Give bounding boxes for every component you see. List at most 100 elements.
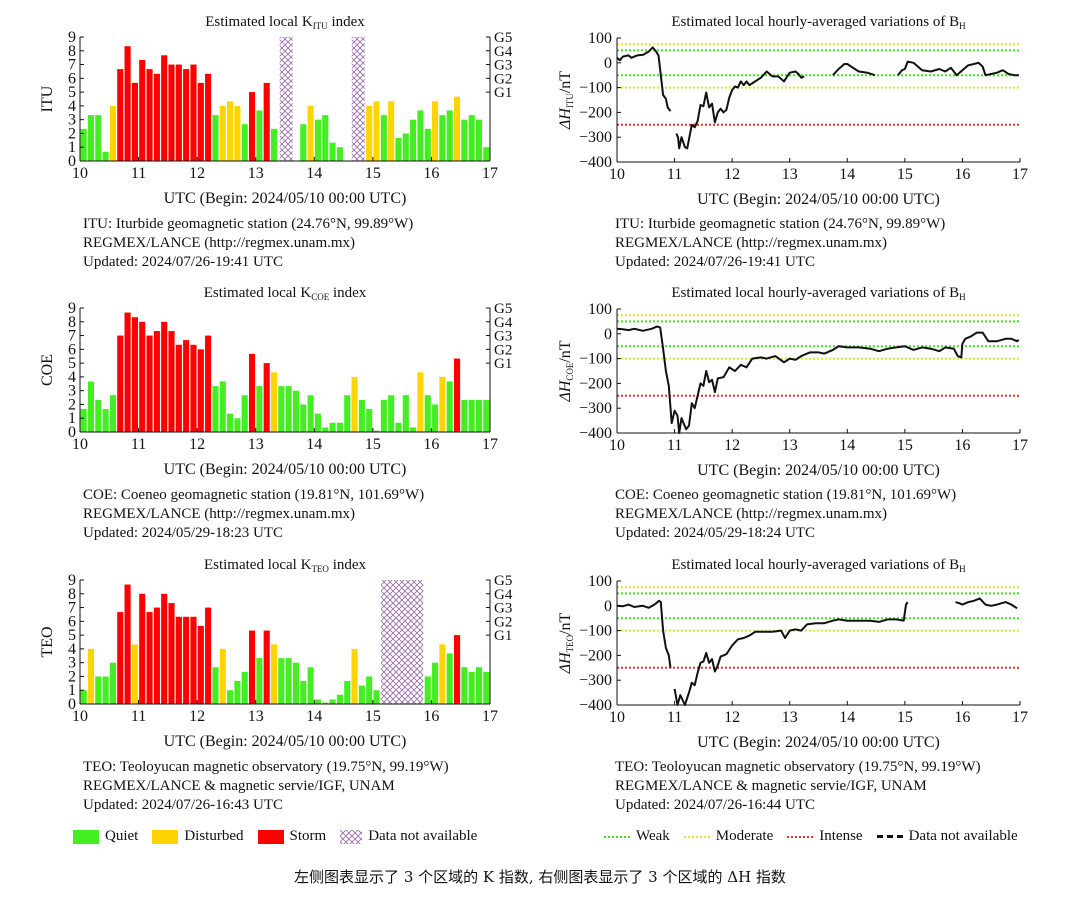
- info-line: REGMEX/LANCE (http://regmex.unam.mx): [83, 235, 356, 251]
- x-axis-label: UTC (Begin: 2024/05/10 00:00 UTC): [164, 461, 407, 478]
- x-tick-label: 11: [131, 708, 146, 725]
- x-tick-label: 10: [609, 166, 625, 183]
- x-tick-label: 15: [365, 165, 381, 182]
- y-tick-label: 9: [68, 572, 76, 589]
- k-bar: [109, 105, 117, 161]
- info-line: REGMEX/LANCE (http://regmex.unam.mx): [615, 235, 888, 251]
- storm-swatch: [257, 829, 284, 844]
- y-tick-label: −100: [579, 623, 612, 640]
- chart-title: Estimated local KITU index: [205, 14, 365, 31]
- y-axis-label: ΔHTEO/nT: [557, 612, 575, 674]
- y-tick-label: 5: [68, 355, 76, 372]
- y-tick-label: 1: [68, 682, 76, 699]
- legend-weak: Weak: [604, 828, 670, 845]
- y-tick-label: 7: [68, 57, 76, 74]
- k-bar: [175, 344, 182, 432]
- legend-na-line: Data not available: [876, 828, 1018, 845]
- legend-label: Weak: [636, 828, 670, 844]
- k-bar: [234, 680, 241, 704]
- y-tick-label: 7: [68, 600, 76, 617]
- y-tick-label: −400: [579, 697, 612, 714]
- y-tick-label: 0: [68, 153, 76, 170]
- k-bar: [131, 82, 138, 161]
- dh-chart-coe: Estimated local hourly-averaged variatio…: [557, 285, 1028, 479]
- k-bar: [241, 395, 248, 432]
- k-bar: [227, 413, 234, 432]
- k-bar: [139, 593, 146, 704]
- k-bar: [146, 69, 153, 161]
- y-tick-label: −100: [579, 80, 612, 97]
- na-hatch: [381, 580, 424, 704]
- k-bar: [380, 115, 387, 161]
- x-tick-label: 13: [782, 437, 798, 454]
- y-axis-label: ITU: [39, 85, 56, 112]
- k-bar: [153, 607, 160, 704]
- x-tick-label: 11: [667, 709, 682, 726]
- k-bar: [417, 110, 424, 161]
- k-bar: [161, 593, 168, 704]
- k-bar: [248, 353, 256, 432]
- weak-line-swatch: [604, 835, 630, 838]
- k-bar: [278, 386, 285, 432]
- x-tick-label: 16: [954, 437, 970, 454]
- k-bar: [424, 128, 431, 161]
- k-bar: [366, 676, 373, 704]
- g-tick-label: G3: [494, 601, 512, 617]
- k-bar: [117, 612, 124, 704]
- y-tick-label: 1: [68, 139, 76, 156]
- x-tick-label: 13: [782, 709, 798, 726]
- k-bar: [468, 671, 475, 704]
- k-bar: [461, 399, 468, 432]
- x-tick-label: 17: [482, 165, 498, 182]
- legend-label: Data not available: [908, 828, 1018, 844]
- x-tick-label: 10: [72, 708, 88, 725]
- k-bar: [175, 616, 182, 704]
- k-bar: [95, 399, 102, 432]
- k-bar: [388, 395, 395, 432]
- y-axis-label: ΔHCOE/nT: [557, 340, 575, 402]
- info-line: Updated: 2024/07/26-19:41 UTC: [83, 254, 283, 270]
- k-bar: [344, 680, 351, 704]
- k-bar: [395, 137, 402, 161]
- k-bar: [388, 101, 395, 161]
- k-bar: [109, 662, 117, 704]
- k-bar: [270, 644, 278, 704]
- k-bar: [139, 321, 146, 432]
- info-line: ITU: Iturbide geomagnetic station (24.76…: [615, 216, 946, 232]
- k-bar: [278, 658, 285, 704]
- legend-label: Disturbed: [184, 828, 244, 844]
- legend-label: Quiet: [105, 828, 139, 844]
- g-tick-label: G1: [494, 356, 512, 372]
- k-bar: [256, 658, 263, 704]
- k-bar: [102, 408, 109, 432]
- legend-disturbed: Disturbed: [152, 828, 244, 845]
- itu-k-info: ITU: Iturbide geomagnetic station (24.76…: [83, 215, 413, 272]
- y-tick-label: 100: [588, 573, 612, 590]
- y-tick-label: 2: [68, 125, 76, 142]
- x-axis-label: UTC (Begin: 2024/05/10 00:00 UTC): [164, 190, 407, 207]
- k-bar: [190, 344, 197, 432]
- k-bar: [439, 376, 446, 432]
- k-bar: [205, 607, 212, 704]
- k-bar: [109, 395, 117, 432]
- k-bar: [161, 55, 168, 161]
- k-bar: [256, 110, 263, 161]
- k-bar: [358, 399, 365, 432]
- dh-series-line: [616, 325, 1020, 434]
- y-tick-label: −300: [579, 129, 612, 146]
- dh-series-line: [673, 601, 909, 706]
- k-bar: [351, 376, 358, 432]
- k-bar: [117, 69, 124, 161]
- k-bar: [453, 358, 461, 432]
- k-bar: [183, 616, 190, 704]
- x-tick-label: 14: [306, 708, 322, 725]
- k-bar: [124, 312, 131, 432]
- dh-series-line: [675, 70, 805, 150]
- y-tick-label: 8: [68, 314, 76, 331]
- x-axis-label: UTC (Begin: 2024/05/10 00:00 UTC): [164, 733, 407, 750]
- dashed-line-swatch: [876, 835, 903, 838]
- k-bar: [336, 694, 343, 704]
- legend-quiet: Quiet: [73, 828, 138, 845]
